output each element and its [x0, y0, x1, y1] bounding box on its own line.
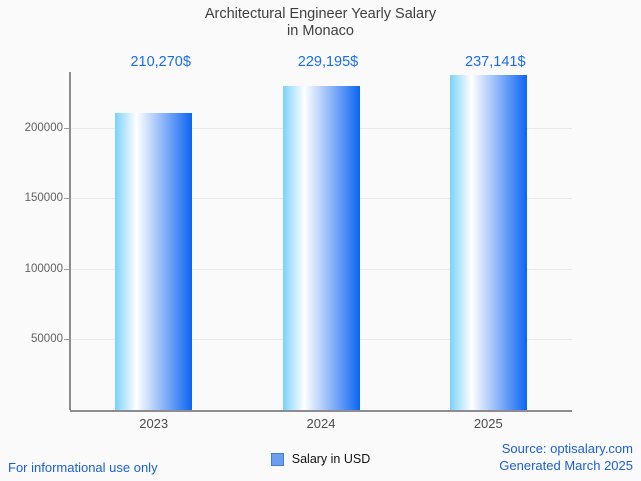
legend-swatch-icon: [270, 452, 284, 466]
bar-2023: [115, 113, 193, 410]
legend-label: Salary in USD: [291, 452, 371, 466]
generated-text: Generated March 2025: [499, 458, 633, 473]
disclaimer-text: For informational use only: [8, 460, 158, 475]
x-axis-category-label: 2024: [306, 416, 336, 431]
y-axis-tick-label: 200000: [24, 121, 63, 134]
bar-value-label: 229,195$: [297, 54, 359, 70]
y-axis-tick-label: 50000: [31, 333, 63, 346]
x-axis-category-label: 2025: [473, 416, 503, 431]
y-axis-tick: [64, 268, 70, 270]
bar-2024: [282, 86, 360, 410]
chart-title-line2: in Monaco: [287, 23, 354, 39]
chart-title: Architectural Engineer Yearly Salary in …: [0, 6, 641, 40]
y-axis-tick-label: 100000: [24, 262, 63, 275]
x-axis-category-label: 2023: [139, 416, 169, 431]
legend: Salary in USD: [0, 452, 641, 466]
y-axis-tick-label: 150000: [24, 192, 63, 205]
source-block: Source: optisalary.com Generated March 2…: [499, 440, 633, 474]
bar-2025: [449, 75, 527, 410]
y-axis-tick: [64, 127, 70, 129]
x-axis-line: [70, 410, 572, 412]
source-text: Source: optisalary.com: [501, 441, 633, 456]
y-axis-tick: [64, 339, 70, 341]
chart-title-line1: Architectural Engineer Yearly Salary: [204, 6, 437, 22]
bar-value-label: 237,141$: [465, 54, 526, 70]
y-axis-tick: [64, 198, 70, 200]
bar-value-label: 210,270$: [130, 54, 191, 70]
y-axis-line: [69, 72, 71, 410]
